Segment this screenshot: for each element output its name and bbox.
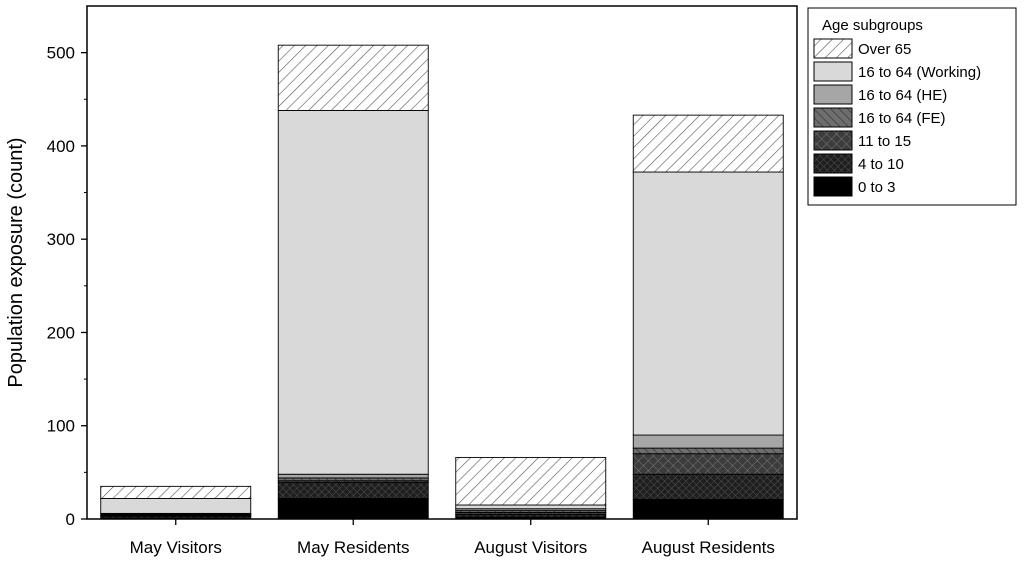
bar-segment: [277, 110, 429, 475]
bar-segment: [277, 44, 429, 111]
bar-segment: [632, 447, 784, 455]
y-tick-label: 200: [47, 323, 75, 342]
y-tick-label: 0: [66, 510, 75, 529]
legend-swatch: [813, 107, 853, 128]
legend-label: 4 to 10: [858, 156, 904, 173]
legend-label: Over 65: [858, 41, 911, 58]
legend-title: Age subgroups: [822, 17, 923, 34]
bar-segment: [277, 482, 429, 499]
bar-segment: [455, 456, 607, 506]
x-tick-label: May Visitors: [130, 538, 222, 557]
y-axis-label: Population exposure (count): [5, 137, 27, 387]
y-tick-label: 400: [47, 137, 75, 156]
legend-label: 0 to 3: [858, 179, 896, 196]
legend-swatch: [813, 176, 853, 197]
legend-swatch: [813, 61, 853, 82]
bar-segment: [100, 498, 252, 514]
x-tick-label: August Visitors: [474, 538, 587, 557]
y-tick-label: 300: [47, 230, 75, 249]
bar-segment: [632, 114, 784, 173]
plot-frame: [86, 5, 798, 520]
y-axis: 0 100 200 300 400 500: [47, 44, 87, 529]
bar-segment: [632, 473, 784, 500]
y-tick-label: 100: [47, 417, 75, 436]
legend-swatch: [813, 84, 853, 105]
bar-segment: [632, 434, 784, 449]
bar-segment: [632, 498, 784, 520]
x-axis: May Visitors May Residents August Visitors…: [130, 519, 775, 557]
legend-label: 16 to 64 (HE): [858, 87, 947, 104]
plot-area: 0 100 200 300 400 500 May Visitors May Residen…: [47, 5, 798, 557]
bar-segment: [455, 504, 607, 510]
bar-segment: [632, 453, 784, 475]
bar-segment: [100, 485, 252, 499]
y-tick-label: 500: [47, 44, 75, 63]
legend: Age subgroups Over 65 16 to 64 (Working) 1…: [807, 7, 1017, 206]
x-tick-label: May Residents: [297, 538, 409, 557]
legend-swatch: [813, 153, 853, 174]
x-tick-label: August Residents: [642, 538, 775, 557]
bar-segment: [632, 171, 784, 436]
bars: [100, 44, 784, 520]
legend-swatch: [813, 38, 853, 59]
legend-swatch: [813, 130, 853, 151]
legend-label: 16 to 64 (Working): [858, 64, 981, 81]
legend-label: 16 to 64 (FE): [858, 110, 946, 127]
legend-label: 11 to 15: [858, 133, 911, 150]
bar-segment: [277, 473, 429, 479]
bar-segment: [277, 498, 429, 520]
legend-items: Over 65 16 to 64 (Working) 16 to 64 (HE) 16…: [813, 38, 981, 197]
legend-frame: [807, 7, 1017, 206]
